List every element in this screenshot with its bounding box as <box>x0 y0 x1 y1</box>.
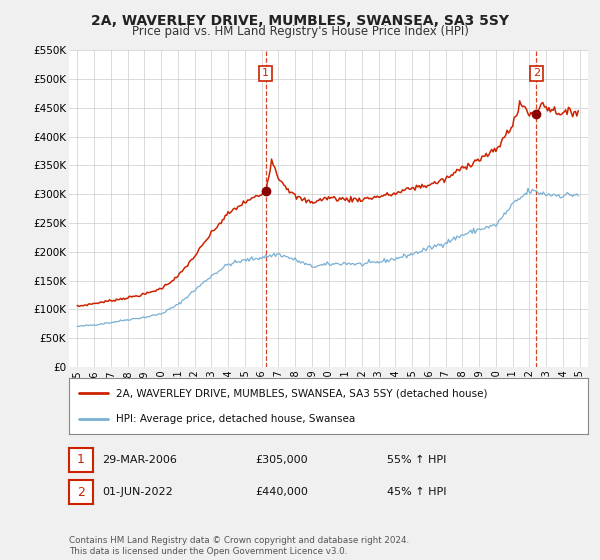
Text: Price paid vs. HM Land Registry's House Price Index (HPI): Price paid vs. HM Land Registry's House … <box>131 25 469 38</box>
Text: HPI: Average price, detached house, Swansea: HPI: Average price, detached house, Swan… <box>116 414 355 424</box>
Text: 2A, WAVERLEY DRIVE, MUMBLES, SWANSEA, SA3 5SY: 2A, WAVERLEY DRIVE, MUMBLES, SWANSEA, SA… <box>91 14 509 28</box>
Text: 2: 2 <box>533 68 540 78</box>
Text: 1: 1 <box>262 68 269 78</box>
Text: 55% ↑ HPI: 55% ↑ HPI <box>387 455 446 465</box>
Text: 45% ↑ HPI: 45% ↑ HPI <box>387 487 446 497</box>
Text: 01-JUN-2022: 01-JUN-2022 <box>102 487 173 497</box>
Text: £440,000: £440,000 <box>255 487 308 497</box>
Text: Contains HM Land Registry data © Crown copyright and database right 2024.
This d: Contains HM Land Registry data © Crown c… <box>69 536 409 556</box>
Text: 2: 2 <box>77 486 85 499</box>
Text: 2A, WAVERLEY DRIVE, MUMBLES, SWANSEA, SA3 5SY (detached house): 2A, WAVERLEY DRIVE, MUMBLES, SWANSEA, SA… <box>116 388 487 398</box>
Text: £305,000: £305,000 <box>255 455 308 465</box>
Text: 1: 1 <box>77 453 85 466</box>
Text: 29-MAR-2006: 29-MAR-2006 <box>102 455 177 465</box>
